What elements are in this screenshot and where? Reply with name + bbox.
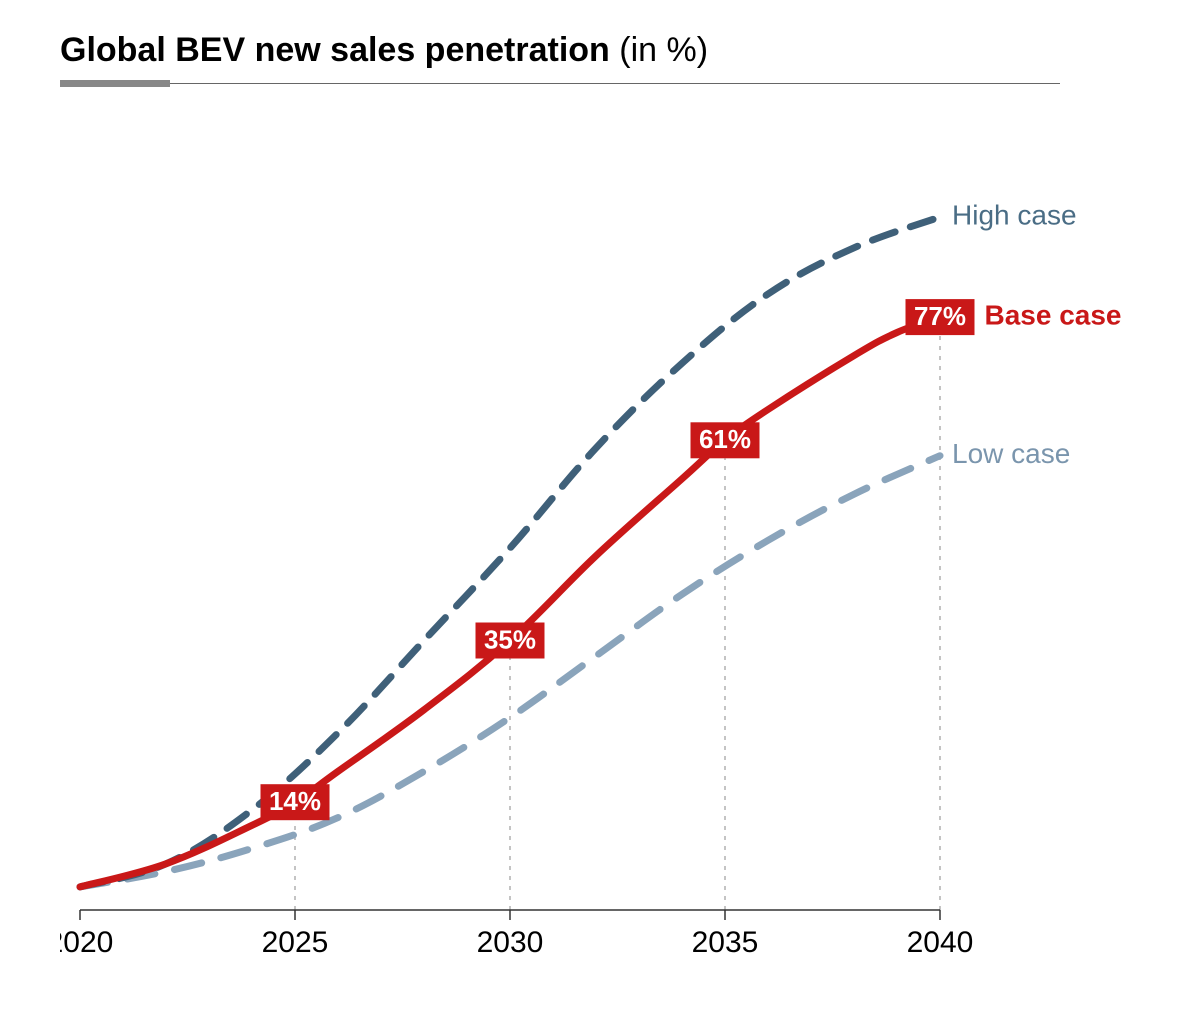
title-underline	[60, 80, 1060, 90]
value-badge-text: 14%	[269, 786, 321, 816]
title-unit: (in %)	[619, 31, 708, 69]
value-badge-text: 35%	[484, 624, 536, 654]
series-base	[80, 317, 940, 887]
chart-area: 2020 2025 2030 2035 2040 14% 35% 61% 77% High cas…	[60, 120, 1140, 970]
legend-label-low: Low case	[952, 438, 1070, 469]
x-tick-label: 2020	[60, 926, 113, 959]
chart-svg: 2020 2025 2030 2035 2040 14% 35% 61% 77% High cas…	[60, 120, 1140, 970]
legend-label-high: High case	[952, 199, 1077, 230]
x-tick-label: 2030	[477, 926, 544, 959]
x-tick-label: 2025	[262, 926, 329, 959]
series-low	[80, 456, 940, 887]
underline-thin-segment	[170, 83, 1060, 84]
chart-title: Global BEV new sales penetration (in %)	[60, 30, 708, 71]
x-tick-label: 2040	[907, 926, 974, 959]
x-tick-label: 2035	[692, 926, 759, 959]
legend-label-base: Base case	[985, 299, 1122, 330]
title-bold: Global BEV new sales penetration	[60, 31, 610, 69]
underline-thick-segment	[60, 80, 170, 87]
value-badge-text: 77%	[914, 301, 966, 331]
page-root: Global BEV new sales penetration (in %) …	[0, 0, 1200, 1015]
value-badge-text: 61%	[699, 424, 751, 454]
